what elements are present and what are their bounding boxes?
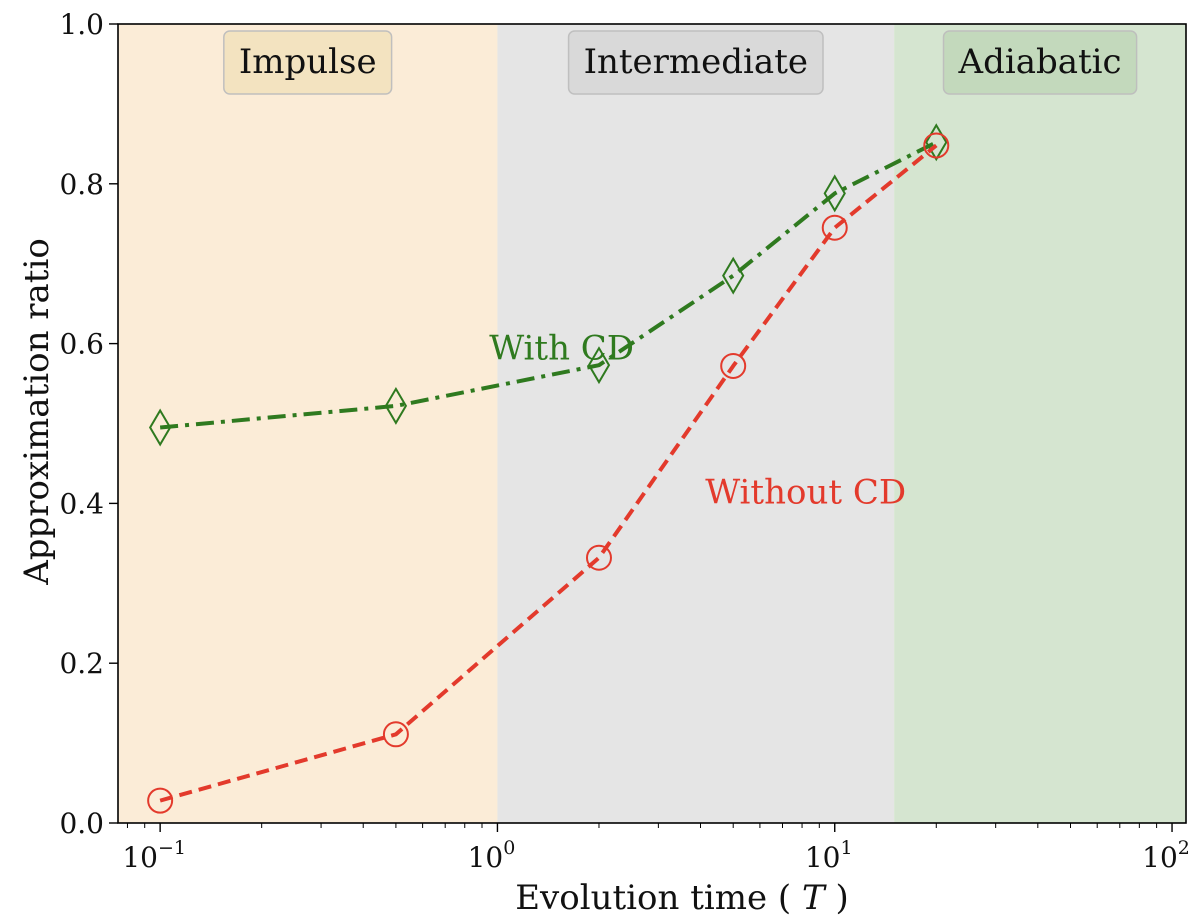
- region-label-box-0: [223, 30, 393, 95]
- axis-ticks: [109, 23, 1173, 832]
- series-1-point-2: [585, 544, 612, 571]
- y-tick-label-5: 1.0: [59, 8, 104, 41]
- series-line-1: [159, 143, 938, 803]
- series-1-point-5: [923, 132, 950, 159]
- region-label-1: Intermediate: [567, 30, 824, 95]
- region-background-0: [118, 24, 498, 823]
- series-annotations: With CD Without CD: [489, 329, 906, 513]
- region-labels: Impulse Intermediate Adiabatic: [223, 30, 1138, 95]
- region-backgrounds: [118, 24, 1186, 823]
- series-1-point-4: [821, 214, 848, 241]
- region-label-text-0: Impulse: [239, 42, 377, 82]
- series-1-point-3: [720, 352, 747, 379]
- x-axis-label-var: T: [802, 878, 827, 918]
- region-background-1: [497, 24, 895, 823]
- plot-frame: [117, 23, 1187, 824]
- x-axis-label-main: Evolution time (: [515, 878, 791, 918]
- x-axis-label-close: ): [836, 878, 849, 918]
- region-background-2: [894, 24, 1186, 823]
- y-tick-label-4: 0.8: [59, 168, 104, 201]
- region-label-box-1: [567, 30, 824, 95]
- series-0-point-1: [384, 386, 408, 425]
- y-tick-label-1: 0.2: [59, 647, 104, 680]
- series-annotation-0: With CD: [489, 329, 634, 369]
- y-tick-label-2: 0.4: [59, 487, 104, 520]
- x-tick-label-2: 101: [805, 837, 853, 874]
- series-1-point-0: [147, 787, 174, 814]
- tick-labels: 0.0 0.2 0.4 0.6 0.8 1.0 10−1 100 101 102: [59, 8, 1189, 874]
- series-lines: [147, 123, 950, 814]
- region-label-0: Impulse: [223, 30, 393, 95]
- region-label-box-2: [942, 30, 1138, 95]
- series-annotation-1: Without CD: [705, 472, 906, 512]
- x-tick-label-3: 102: [1142, 837, 1190, 874]
- series-0-point-4: [823, 174, 846, 213]
- x-tick-label-0: 10−1: [122, 837, 186, 874]
- series-0-point-2: [587, 346, 611, 385]
- x-axis-label: Evolution time ( T ): [515, 878, 849, 918]
- series-1-point-1: [382, 721, 409, 748]
- x-tick-label-1: 100: [468, 837, 516, 874]
- series-0-point-3: [722, 256, 745, 295]
- region-label-2: Adiabatic: [942, 30, 1138, 95]
- series-line-0: [159, 140, 938, 430]
- y-tick-label-0: 0.0: [59, 807, 104, 840]
- region-label-text-1: Intermediate: [584, 42, 808, 82]
- y-tick-label-3: 0.6: [59, 328, 104, 361]
- series-0-point-0: [148, 408, 172, 447]
- region-label-text-2: Adiabatic: [958, 42, 1122, 82]
- y-axis-label: Approximation ratio: [17, 238, 57, 586]
